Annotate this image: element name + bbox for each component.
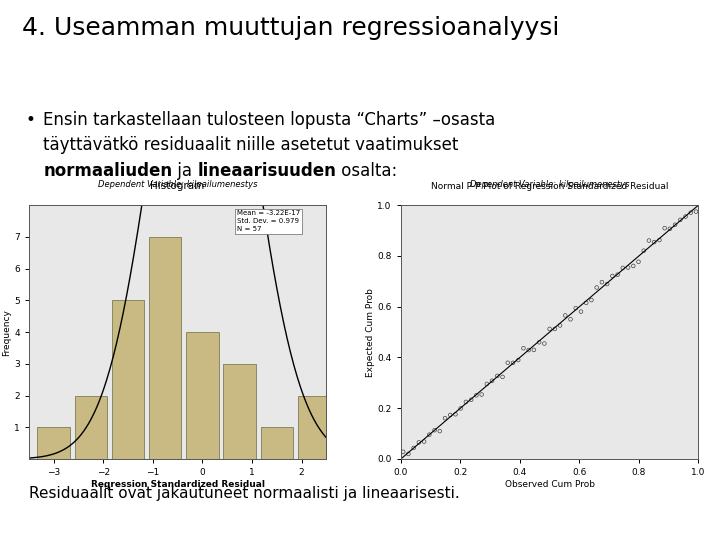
Point [539, 339, 550, 348]
Point [659, 224, 670, 233]
Text: Ensin tarkastellaan tulosteen lopusta “Charts” –osasta: Ensin tarkastellaan tulosteen lopusta “C… [43, 111, 495, 129]
Point [638, 246, 649, 255]
Point [492, 372, 503, 380]
Point [585, 296, 597, 305]
Bar [298, 395, 330, 459]
Point [549, 325, 561, 333]
Text: normaaliuden: normaaliuden [43, 162, 172, 180]
Point [523, 346, 534, 354]
Y-axis label: Expected Cum Prob: Expected Cum Prob [366, 288, 374, 376]
Point [434, 427, 446, 435]
Point [502, 359, 513, 367]
Point [402, 450, 414, 458]
Point [439, 414, 451, 422]
Point [444, 411, 456, 420]
Bar [261, 427, 293, 459]
Point [685, 208, 696, 217]
Point [570, 304, 582, 313]
Text: ja: ja [172, 162, 197, 180]
Point [690, 207, 702, 216]
Point [397, 448, 409, 456]
Point [612, 271, 624, 279]
Point [564, 315, 576, 323]
Point [460, 397, 472, 406]
Title: Normal P-P Plot of Regression Standardized Residual: Normal P-P Plot of Regression Standardiz… [431, 181, 668, 191]
Point [518, 344, 529, 353]
Point [633, 258, 644, 266]
Point [544, 325, 555, 333]
Point [534, 338, 545, 347]
Point [559, 311, 571, 320]
Point [643, 236, 654, 245]
Bar [149, 237, 181, 459]
Point [486, 376, 498, 385]
Point [649, 238, 660, 246]
Bar [37, 427, 70, 459]
Text: •: • [25, 111, 35, 129]
Point [476, 390, 487, 399]
Point [596, 278, 608, 286]
Point [408, 444, 419, 453]
Text: 4. Useamman muuttujan regressioanalyysi: 4. Useamman muuttujan regressioanalyysi [22, 16, 559, 40]
Point [507, 359, 518, 367]
Point [481, 380, 492, 388]
Point [528, 346, 540, 354]
Text: Mean = -3.22E-17
Std. Dev. = 0.979
N = 57: Mean = -3.22E-17 Std. Dev. = 0.979 N = 5… [237, 210, 300, 232]
Bar [112, 300, 144, 459]
Text: täyttävätkö residuaalit niille asetetut vaatimukset: täyttävätkö residuaalit niille asetetut … [43, 136, 459, 154]
Point [628, 261, 639, 270]
Point [622, 263, 634, 272]
Point [418, 437, 430, 446]
X-axis label: Observed Cum Prob: Observed Cum Prob [505, 480, 595, 489]
Point [471, 391, 482, 400]
Point [680, 212, 691, 221]
Point [450, 410, 462, 418]
Point [654, 236, 665, 245]
Bar [186, 332, 219, 459]
Point [617, 264, 629, 272]
Point [670, 220, 681, 229]
Text: lineaarisuuden: lineaarisuuden [197, 162, 336, 180]
Point [413, 438, 425, 447]
Text: Dependent Variable: kilpailumenestys: Dependent Variable: kilpailumenestys [470, 180, 629, 188]
Point [601, 280, 613, 288]
Point [580, 299, 592, 307]
Bar [75, 395, 107, 459]
Point [455, 404, 467, 413]
Text: osalta:: osalta: [336, 162, 397, 180]
Point [675, 215, 686, 224]
Text: Dependent Variable: kilpailumenestys: Dependent Variable: kilpailumenestys [98, 180, 257, 188]
Point [513, 356, 524, 364]
Point [423, 430, 435, 439]
Point [465, 395, 477, 404]
Point [554, 321, 566, 330]
Title: Histogram: Histogram [150, 180, 204, 191]
Point [606, 272, 618, 280]
Text: Residuaalit ovat jakautuneet normaalisti ja lineaarisesti.: Residuaalit ovat jakautuneet normaalisti… [29, 486, 459, 501]
Point [664, 225, 675, 233]
Point [497, 373, 508, 381]
X-axis label: Regression Standardized Residual: Regression Standardized Residual [91, 480, 265, 489]
Bar [223, 364, 256, 459]
Y-axis label: Frequency: Frequency [2, 309, 12, 355]
Point [575, 307, 587, 316]
Point [429, 426, 441, 435]
Point [591, 283, 603, 292]
